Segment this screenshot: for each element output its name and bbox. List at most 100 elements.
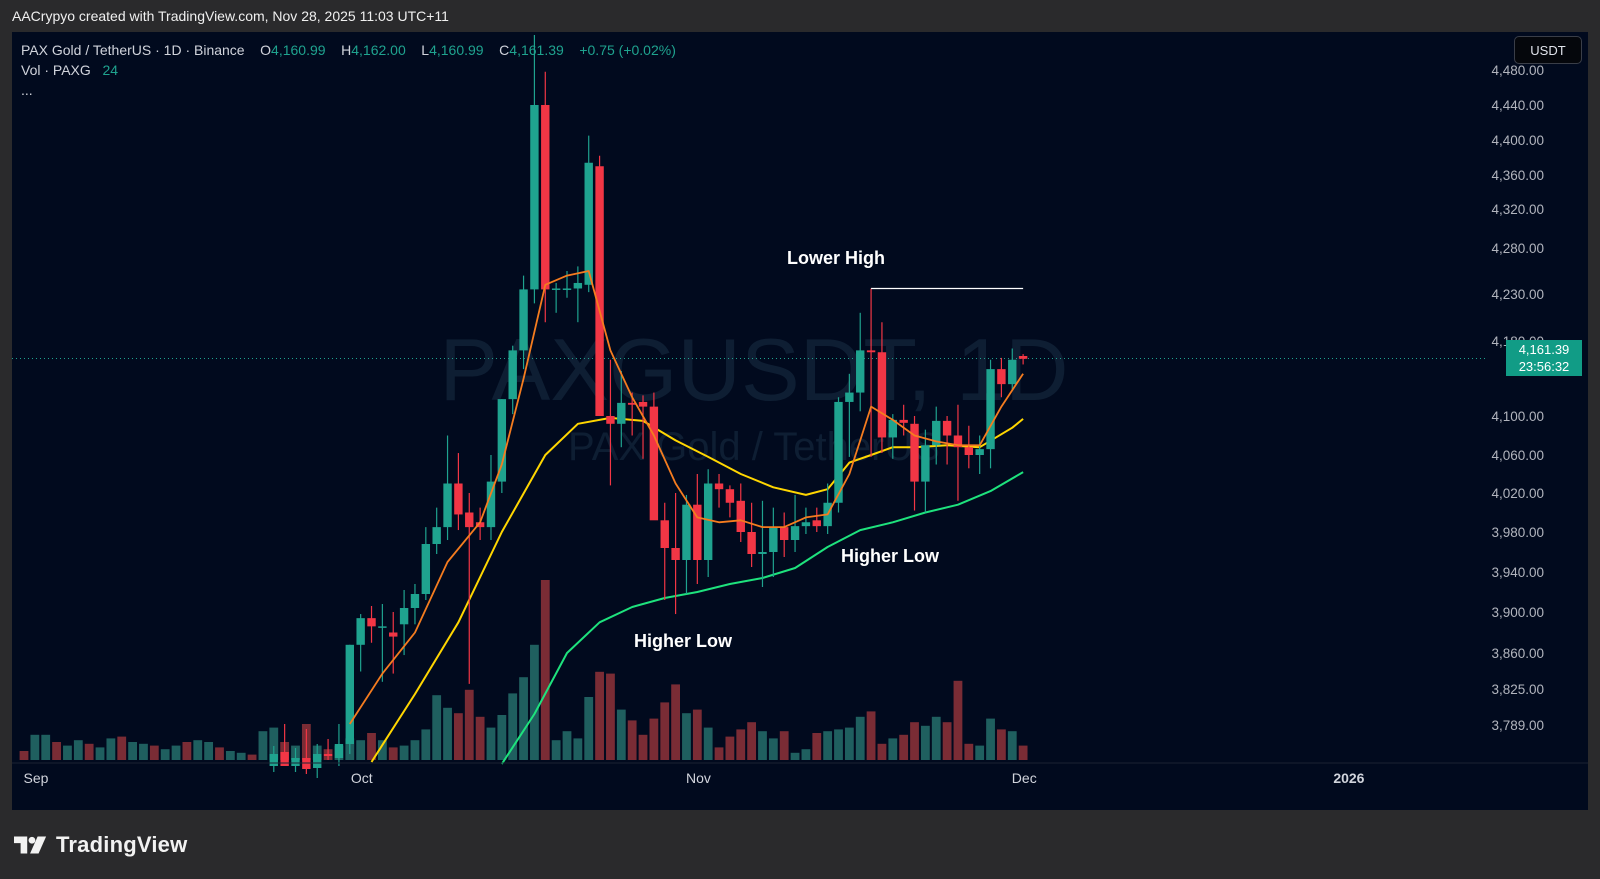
legend-more[interactable]: ... [21,82,33,98]
volume-bar [410,740,420,760]
volume-bar [454,713,463,760]
currency-button[interactable]: USDT [1514,36,1582,64]
candle-body [627,402,637,405]
volume-bar [823,731,833,760]
candle-body [790,526,800,540]
legend-volume-value: 24 [102,62,119,78]
candle-body [910,423,919,482]
candle-body [595,166,604,416]
candle-body [606,416,615,424]
candle-body [834,401,843,503]
legend-low-label: L [421,42,430,58]
candle-body [714,483,724,490]
attribution-text: AACrypyo created with TradingView.com, N… [12,8,449,24]
candle-body [573,282,583,289]
volume-bar [834,729,843,760]
volume-bar [247,754,257,760]
volume-bar [443,707,452,760]
legend-open: 4,160.99 [271,42,326,58]
volume-bar [888,738,898,760]
price-axis-label: 4,280.00 [1491,241,1544,256]
volume-bar [671,684,680,760]
volume-bar [692,709,702,760]
candle-body [693,504,702,560]
candle-body [410,594,420,608]
candle-body [921,445,930,482]
candle-body [660,520,669,548]
price-axis-label: 3,860.00 [1491,646,1544,661]
volume-bar [562,731,572,760]
volume-bar [236,752,246,760]
candle-body [475,522,485,528]
volume-bar [682,713,691,760]
bar-countdown: 23:56:32 [1518,359,1570,375]
candle-body [1018,356,1028,359]
tradingview-brand: TradingView [56,832,188,857]
volume-bar [920,725,930,760]
volume-bar [399,745,409,760]
volume-bar [41,734,51,760]
candle-body [334,744,344,758]
candle-body [856,350,865,393]
volume-bar [855,716,865,760]
tradingview-footer: TradingView [14,830,187,860]
candle-body [758,552,767,554]
watermark-symbol: PAXGUSDT, 1D [439,320,1068,419]
volume-bar [464,689,474,760]
legend-change: +0.75 (+0.02%) [579,42,676,58]
volume-bar [204,742,214,760]
volume-bar [149,745,159,760]
time-axis-label: Oct [351,770,373,786]
volume-bar [910,722,919,760]
candle-body [486,481,496,528]
candle-body [986,369,995,450]
volume-bar [758,731,767,760]
volume-bar [128,742,137,760]
price-axis-label: 3,940.00 [1491,565,1544,580]
volume-bar [486,727,496,760]
price-axis-label: 4,020.00 [1491,486,1544,501]
volume-bar [540,580,550,760]
price-axis-label: 4,230.00 [1491,287,1544,302]
time-axis-label: 2026 [1333,770,1364,786]
volume-bar [779,731,789,760]
volume-bar [649,718,659,760]
volume-bar [953,680,963,760]
volume-bar [421,729,431,760]
candle-body [562,288,572,290]
candle-body [812,520,821,527]
candle-body [584,162,593,285]
volume-bar [627,720,637,760]
candle-body [465,512,474,528]
candle-body [389,632,398,637]
candle-body [323,754,333,756]
volume-bar [63,745,72,760]
candle-body [866,350,876,353]
volume-bar [573,738,583,760]
volume-bar [964,743,974,760]
candle-body [953,435,963,448]
legend-volume-label[interactable]: Vol · PAXG [21,62,91,78]
volume-bar [986,718,995,760]
candle-body [345,644,354,744]
candle-body [845,392,854,402]
volume-bar [139,743,148,760]
legend-symbol[interactable]: PAX Gold / TetherUS · 1D · Binance [21,42,245,58]
volume-bar [182,742,192,760]
volume-bar [52,742,61,760]
candle-body [899,419,908,423]
chart-legend: PAX Gold / TetherUS · 1D · Binance O4,16… [21,40,676,100]
volume-bar [160,749,170,760]
legend-high-label: H [341,42,352,58]
time-axis-label: Nov [686,770,711,786]
volume-bar [1007,731,1017,760]
volume-bar [84,743,94,760]
volume-bar [801,749,811,760]
candle-body [367,618,376,627]
chart-panel[interactable]: PAXGUSDT, 1D PAX Gold / TetherUS Lower Hig… [12,32,1588,810]
annotation-lower-high: Lower High [787,248,885,268]
candle-body [443,483,452,528]
ema-mid-line [370,416,1024,763]
volume-bar [703,727,713,760]
